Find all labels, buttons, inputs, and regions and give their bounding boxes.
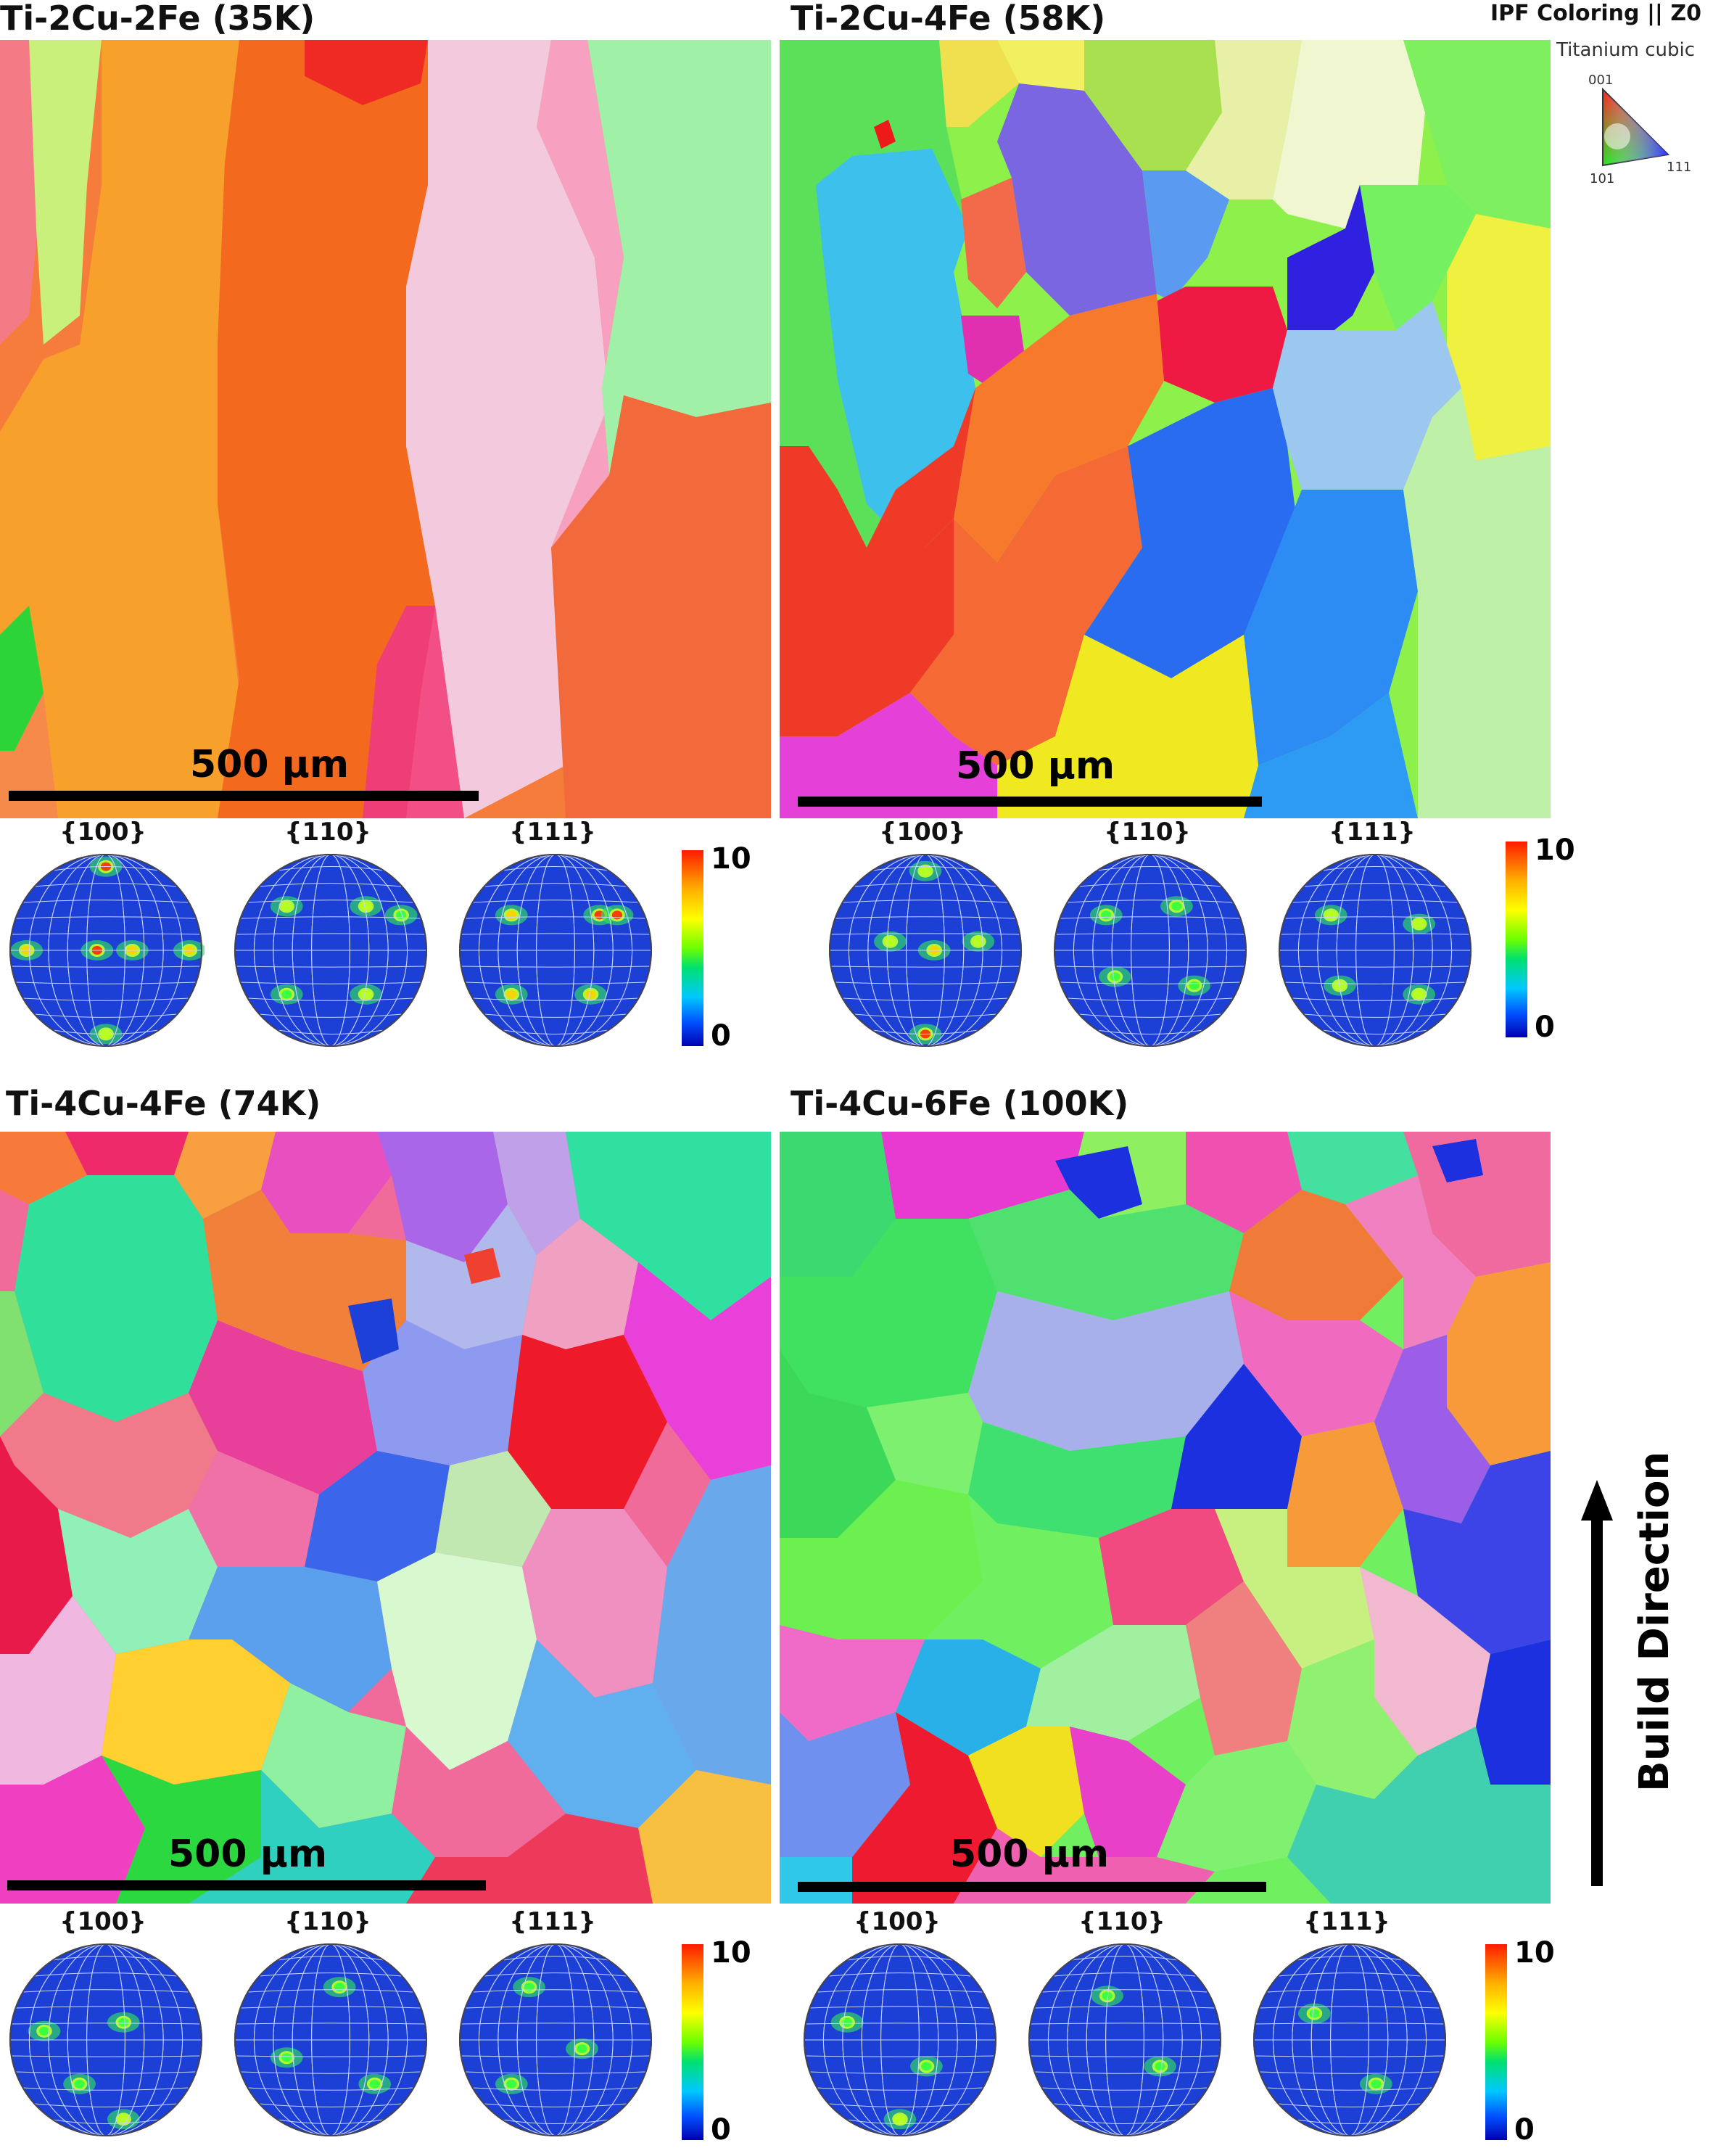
scale-bar-2 (798, 797, 1262, 807)
pole-figure-111 (457, 852, 654, 1049)
intensity-colorbar (1485, 1944, 1507, 2140)
colorbar-min-label: 0 (1514, 2113, 1535, 2147)
colorbar-min-label: 0 (711, 2113, 731, 2147)
pole-figure-title: {110} (1104, 818, 1191, 847)
ebsd-map-3 (0, 1132, 771, 1904)
colorbar-min-label: 0 (1535, 1011, 1555, 1044)
ipf-corner-111: 111 (1667, 160, 1692, 175)
colorbar-max-label: 10 (1514, 1936, 1555, 1970)
pole-figure-100 (827, 852, 1024, 1049)
pole-figure-title: {111} (509, 1907, 596, 1936)
colorbar-max-label: 10 (1535, 834, 1575, 867)
pole-figure-title: {111} (509, 818, 596, 847)
pole-figure-title: {110} (284, 818, 371, 847)
pole-figure-111 (457, 1941, 654, 2139)
panel-title-4: Ti-4Cu-6Fe (100K) (791, 1084, 1129, 1123)
pole-figure-title: {111} (1303, 1907, 1390, 1936)
scale-label-1: 500 µm (190, 743, 350, 786)
pole-figure-110 (1052, 852, 1249, 1049)
ipf-corner-001: 001 (1588, 73, 1614, 88)
scale-label-2: 500 µm (956, 744, 1115, 788)
build-direction-arrow (1581, 1480, 1613, 1886)
ipf-color-triangle (1602, 87, 1670, 167)
pole-figure-110 (1026, 1941, 1223, 2139)
scale-bar-4 (798, 1882, 1266, 1892)
intensity-colorbar (682, 850, 703, 1046)
pole-figure-100 (7, 852, 205, 1049)
ebsd-map-2 (780, 40, 1551, 818)
scale-bar-3 (7, 1880, 486, 1890)
panel-title-1: Ti-2Cu-2Fe (35K) (0, 0, 315, 38)
pole-figure-title: {100} (59, 1907, 146, 1936)
colorbar-max-label: 10 (711, 1936, 751, 1970)
pole-figure-100 (801, 1941, 999, 2139)
scale-label-4: 500 µm (950, 1832, 1110, 1876)
ebsd-map-4 (780, 1132, 1551, 1904)
colorbar-max-label: 10 (711, 842, 751, 876)
build-direction-label: Build Direction (1631, 1451, 1678, 1792)
intensity-colorbar (1506, 842, 1527, 1037)
pole-figure-110 (232, 1941, 429, 2139)
pole-figure-title: {100} (59, 818, 146, 847)
pole-figure-title: {110} (1078, 1907, 1165, 1936)
panel-title-3: Ti-4Cu-4Fe (74K) (6, 1084, 321, 1123)
scale-bar-1 (9, 791, 479, 801)
panel-title-2: Ti-2Cu-4Fe (58K) (791, 0, 1106, 38)
pole-figure-111 (1251, 1941, 1448, 2139)
ipf-legend-title: IPF Coloring || Z0 (1490, 1, 1701, 26)
ipf-legend-subtitle: Titanium cubic (1556, 39, 1696, 61)
pole-figure-title: {111} (1329, 818, 1416, 847)
pole-figure-title: {110} (284, 1907, 371, 1936)
pole-figure-100 (7, 1941, 205, 2139)
intensity-colorbar (682, 1944, 703, 2140)
colorbar-min-label: 0 (711, 1019, 731, 1053)
ebsd-map-1 (0, 40, 771, 818)
pole-figure-110 (232, 852, 429, 1049)
pole-figure-title: {100} (854, 1907, 941, 1936)
pole-figure-title: {100} (879, 818, 966, 847)
scale-label-3: 500 µm (168, 1832, 328, 1876)
ipf-corner-101: 101 (1590, 171, 1615, 186)
pole-figure-111 (1276, 852, 1474, 1049)
